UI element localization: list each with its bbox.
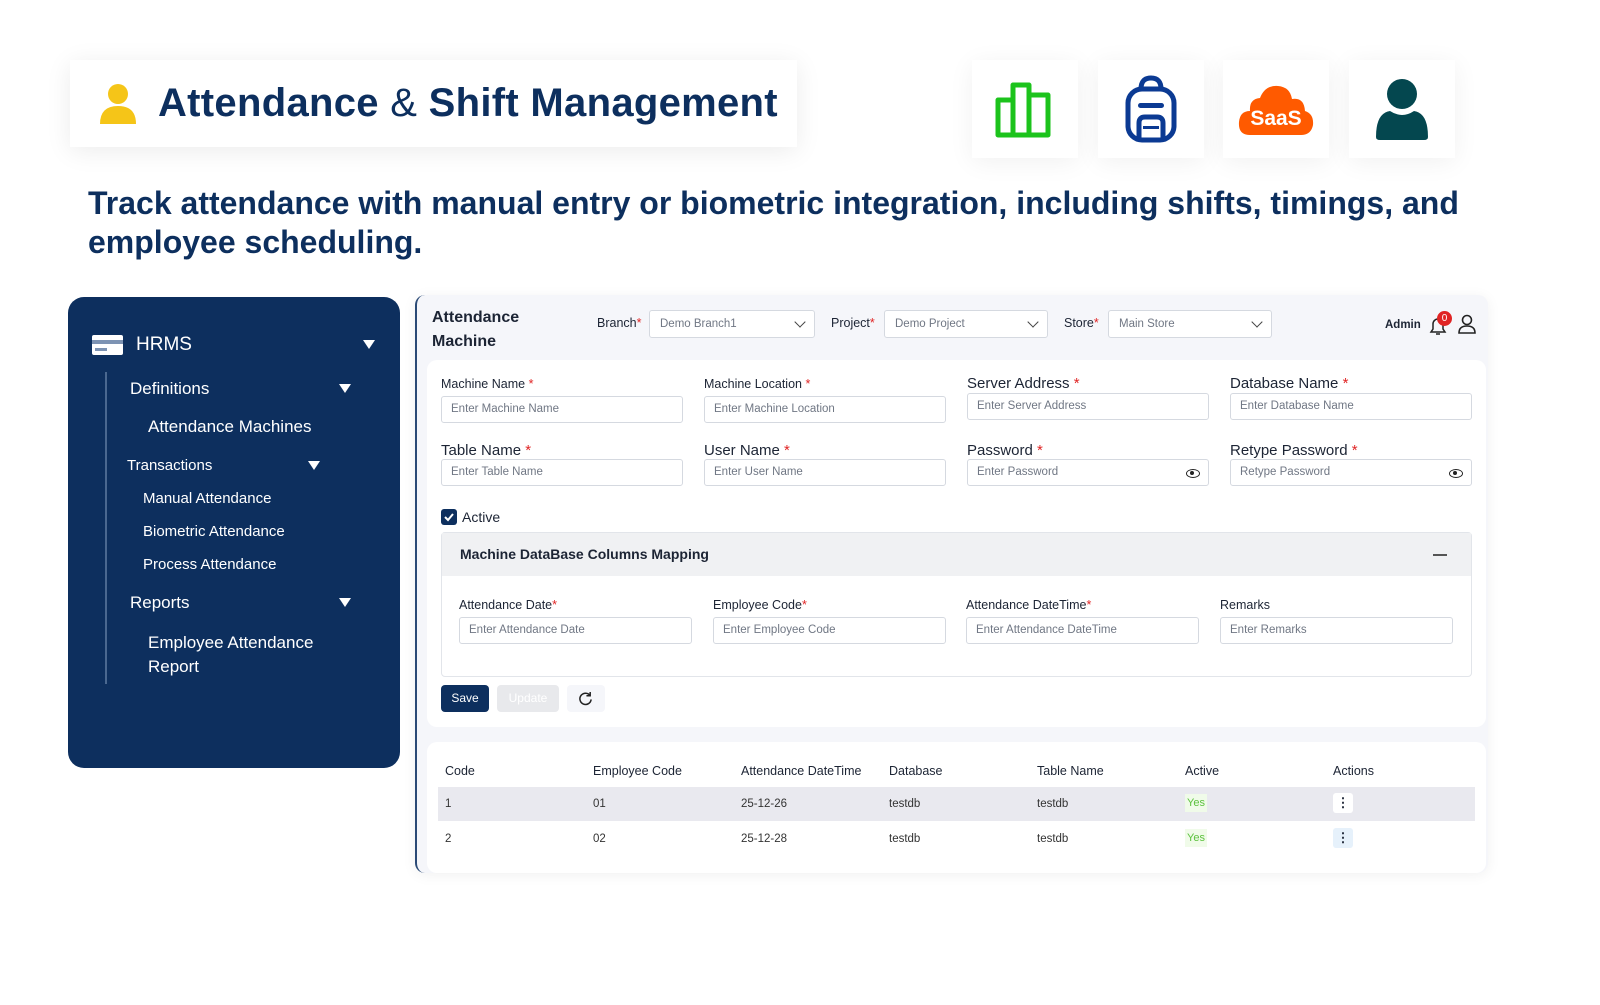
sidebar-item-process-attendance[interactable]: Process Attendance <box>143 556 277 573</box>
user-icon <box>1349 60 1455 158</box>
mapping-label: Attendance DateTime* <box>966 598 1092 612</box>
column-header: Table Name <box>1037 764 1104 778</box>
svg-text:SaaS: SaaS <box>1250 107 1301 130</box>
machines-table: Code Employee Code Attendance DateTime Data… <box>427 742 1486 873</box>
mapping-input[interactable]: Enter Attendance DateTime <box>966 617 1199 644</box>
update-button[interactable]: Update <box>497 685 559 712</box>
title-card: Attendance & Shift Management <box>70 60 797 147</box>
user-name: Admin <box>1385 319 1421 331</box>
chevron-down-icon[interactable] <box>308 461 320 470</box>
chevron-down-icon[interactable] <box>363 340 375 349</box>
save-button[interactable]: Save <box>441 685 489 712</box>
store-select[interactable]: Main Store <box>1108 310 1272 338</box>
table-cell: 1 <box>445 798 452 810</box>
card-icon <box>92 335 123 355</box>
mapping-label: Remarks <box>1220 598 1271 612</box>
row-actions-menu-icon[interactable]: ⋮ <box>1333 793 1353 813</box>
eye-icon[interactable] <box>1186 469 1200 478</box>
page-heading: Attendance & Shift Management <box>158 81 778 125</box>
text-input[interactable]: Enter Database Name <box>1230 393 1472 420</box>
mapping-label: Employee Code* <box>713 598 807 612</box>
text-input[interactable]: Retype Password <box>1230 459 1472 486</box>
field-label: Database Name * <box>1230 375 1349 392</box>
chevron-down-icon[interactable] <box>339 598 351 607</box>
sidebar-group-transactions[interactable]: Transactions <box>127 457 213 474</box>
saas-cloud-icon: SaaS <box>1223 60 1329 158</box>
table-cell: testdb <box>889 833 921 845</box>
sidebar-item-manual-attendance[interactable]: Manual Attendance <box>143 490 272 507</box>
column-header: Code <box>445 764 475 778</box>
active-checkbox[interactable] <box>441 509 457 525</box>
active-label: Active <box>462 509 501 525</box>
chevron-down-icon[interactable] <box>339 384 351 393</box>
table-row[interactable]: 1 01 25-12-26 testdb testdb Yes ⋮ <box>438 787 1475 821</box>
chevron-down-icon <box>1027 316 1039 328</box>
store-label: Store* <box>1064 316 1099 330</box>
page-title: Attendance Machine <box>432 309 520 350</box>
machine-form: Active Machine DataBase Columns Mapping … <box>427 360 1486 727</box>
field-label: Machine Location * <box>704 377 811 391</box>
person-icon <box>100 83 136 124</box>
sidebar-group-reports[interactable]: Reports <box>130 593 190 612</box>
eye-icon[interactable] <box>1449 469 1463 478</box>
profile-icon[interactable] <box>1458 314 1476 334</box>
sidebar-item-attendance-machines[interactable]: Attendance Machines <box>148 417 312 436</box>
table-row[interactable]: 2 02 25-12-28 testdb testdb Yes ⋮ <box>438 822 1475 856</box>
sidebar-module-hrms[interactable]: HRMS <box>136 334 192 355</box>
text-input[interactable]: Enter Table Name <box>441 459 683 486</box>
sidebar: HRMS Definitions Attendance Machines Tra… <box>68 297 400 768</box>
mapping-label: Attendance Date* <box>459 598 557 612</box>
collapse-icon[interactable] <box>1433 554 1447 556</box>
branch-select[interactable]: Demo Branch1 <box>649 310 815 338</box>
mapping-input[interactable]: Enter Employee Code <box>713 617 946 644</box>
text-input[interactable]: Enter User Name <box>704 459 946 486</box>
column-header: Actions <box>1333 764 1374 778</box>
sidebar-item-employee-attendance-report[interactable]: Employee Attendance Report <box>148 633 314 676</box>
sidebar-item-biometric-attendance[interactable]: Biometric Attendance <box>143 523 285 540</box>
text-input[interactable]: Enter Machine Name <box>441 396 683 423</box>
table-cell: 25-12-28 <box>741 833 788 845</box>
sidebar-group-definitions[interactable]: Definitions <box>130 379 210 398</box>
column-header: Active <box>1185 764 1220 778</box>
field-label: Machine Name * <box>441 377 534 391</box>
project-select[interactable]: Demo Project <box>884 310 1048 338</box>
check-icon <box>444 513 454 522</box>
backpack-icon <box>1098 60 1204 158</box>
chevron-down-icon <box>1251 316 1263 328</box>
subtitle: Track attendance with manual entry or bi… <box>88 185 1459 260</box>
mapping-input[interactable]: Enter Attendance Date <box>459 617 692 644</box>
mapping-header[interactable]: Machine DataBase Columns Mapping <box>442 533 1471 576</box>
chevron-down-icon <box>794 316 806 328</box>
field-label: Retype Password * <box>1230 442 1358 459</box>
column-header: Attendance DateTime <box>741 764 862 778</box>
table-cell: testdb <box>1037 833 1069 845</box>
refresh-icon <box>579 691 592 706</box>
text-input[interactable]: Enter Machine Location <box>704 396 946 423</box>
status-badge: Yes <box>1185 829 1207 847</box>
row-actions-menu-icon[interactable]: ⋮ <box>1333 828 1353 848</box>
column-header: Database <box>889 764 943 778</box>
text-input[interactable]: Enter Password <box>967 459 1209 486</box>
text-input[interactable]: Enter Server Address <box>967 393 1209 420</box>
table-cell: testdb <box>1037 798 1069 810</box>
table-cell: 25-12-26 <box>741 798 788 810</box>
table-cell: 01 <box>593 798 606 810</box>
status-badge: Yes <box>1185 794 1207 812</box>
mapping-input[interactable]: Enter Remarks <box>1220 617 1453 644</box>
table-cell: 2 <box>445 833 452 845</box>
field-label: Password * <box>967 442 1043 459</box>
bar-chart-icon <box>972 60 1078 158</box>
mapping-section: Machine DataBase Columns Mapping <box>441 532 1472 677</box>
field-label: Server Address * <box>967 375 1080 392</box>
notification-badge: 0 <box>1437 311 1452 326</box>
main-panel: Attendance Machine Branch* Demo Branch1 P… <box>415 295 1488 873</box>
table-cell: testdb <box>889 798 921 810</box>
project-label: Project* <box>831 316 875 330</box>
table-cell: 02 <box>593 833 606 845</box>
field-label: Table Name * <box>441 442 532 459</box>
refresh-button[interactable] <box>567 685 605 712</box>
field-label: User Name * <box>704 442 790 459</box>
column-header: Employee Code <box>593 764 682 778</box>
branch-label: Branch* <box>597 316 642 330</box>
